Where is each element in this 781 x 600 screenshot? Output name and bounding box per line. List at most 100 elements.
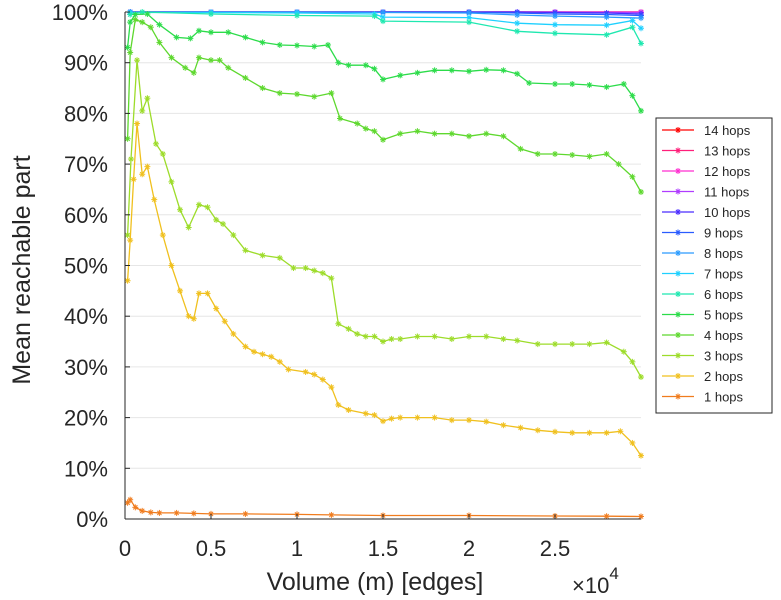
data-point (362, 62, 369, 69)
data-point (302, 265, 309, 272)
x-tick-labels: 0 0.5 1 1.5 2 2.5 (119, 536, 570, 561)
data-point (127, 19, 134, 26)
data-point (195, 27, 202, 34)
data-point (134, 120, 141, 127)
data-point (483, 130, 490, 137)
data-point (371, 65, 378, 72)
y-tick-label-3: 30% (64, 355, 108, 380)
data-point (144, 163, 151, 170)
y-tick-label-4: 40% (64, 304, 108, 329)
data-point (552, 428, 558, 435)
axes (124, 11, 641, 520)
data-point (629, 358, 636, 365)
legend-label: 8 hops (704, 246, 744, 261)
data-point (335, 59, 342, 66)
data-point (414, 414, 421, 421)
data-point (134, 57, 141, 64)
data-point (213, 216, 220, 223)
data-point (617, 428, 624, 435)
data-point (380, 76, 386, 83)
data-point (242, 343, 249, 350)
legend-item: 2 hops (662, 369, 744, 384)
data-point (466, 19, 472, 26)
data-point (276, 41, 283, 48)
data-point (345, 62, 352, 69)
legend-item: 13 hops (662, 144, 751, 159)
data-point (397, 130, 404, 137)
y-tick-label-10: 100% (52, 0, 108, 25)
data-point (127, 49, 134, 56)
data-point (147, 509, 154, 516)
data-point (552, 341, 558, 348)
legend-item: 3 hops (662, 349, 744, 364)
data-point (259, 39, 266, 46)
x-axis-label: Volume (m) [edges] (267, 568, 484, 596)
data-point (259, 252, 266, 259)
data-point (514, 70, 521, 77)
y-tick-label-9: 90% (64, 51, 108, 76)
data-point (380, 418, 386, 425)
data-point (362, 125, 369, 132)
data-point (251, 348, 257, 355)
data-point (569, 429, 576, 436)
data-point (204, 204, 211, 211)
data-point (514, 12, 521, 19)
x-tick-label-4: 2 (463, 536, 475, 561)
series-line (126, 123, 642, 456)
data-point (603, 31, 610, 38)
data-point (156, 21, 163, 28)
data-point (242, 74, 249, 81)
data-point (173, 34, 180, 41)
data-point (354, 120, 361, 127)
series-line (130, 11, 642, 44)
legend-item: 11 hops (662, 185, 750, 200)
series-6-hops (127, 9, 644, 47)
y-tick-label-8: 80% (64, 101, 108, 126)
data-point (380, 136, 386, 143)
legend-label: 9 hops (704, 226, 744, 241)
data-point (500, 422, 507, 429)
y-axis-label: Mean reachable part (8, 155, 36, 384)
series-line (126, 18, 642, 193)
data-point (431, 67, 438, 74)
data-point (483, 66, 490, 73)
legend-label: 3 hops (704, 349, 744, 364)
legend-label: 2 hops (704, 369, 744, 384)
data-point (208, 510, 214, 517)
data-point (159, 232, 166, 239)
data-point (221, 318, 228, 325)
data-point (638, 15, 644, 22)
x-tick-label-3: 1.5 (368, 536, 399, 561)
data-point (466, 417, 472, 424)
data-point (276, 358, 283, 365)
data-point (127, 11, 134, 18)
legend-label: 13 hops (704, 144, 751, 159)
x-multiplier-exponent: 4 (609, 564, 618, 583)
data-point (195, 54, 202, 61)
legend-item: 1 hops (662, 390, 744, 405)
data-point (397, 414, 404, 421)
data-point (294, 12, 300, 19)
data-point (638, 374, 644, 381)
legend-label: 12 hops (704, 164, 751, 179)
series-line (126, 60, 642, 378)
series-1-hops (124, 496, 644, 520)
data-point (371, 128, 378, 135)
data-point (620, 348, 627, 355)
data-point (324, 41, 331, 48)
data-point (514, 28, 521, 35)
data-point (371, 412, 378, 419)
legend-item: 7 hops (662, 267, 744, 282)
x-tick-label-2: 1 (291, 536, 303, 561)
data-point (526, 79, 533, 86)
data-point (124, 232, 131, 239)
data-point (259, 351, 266, 358)
data-point (500, 336, 507, 343)
data-point (569, 80, 576, 87)
data-point (448, 130, 455, 137)
data-point (638, 513, 644, 520)
series-2-hops (124, 120, 644, 459)
data-point (552, 21, 558, 28)
legend-label: 7 hops (704, 267, 744, 282)
